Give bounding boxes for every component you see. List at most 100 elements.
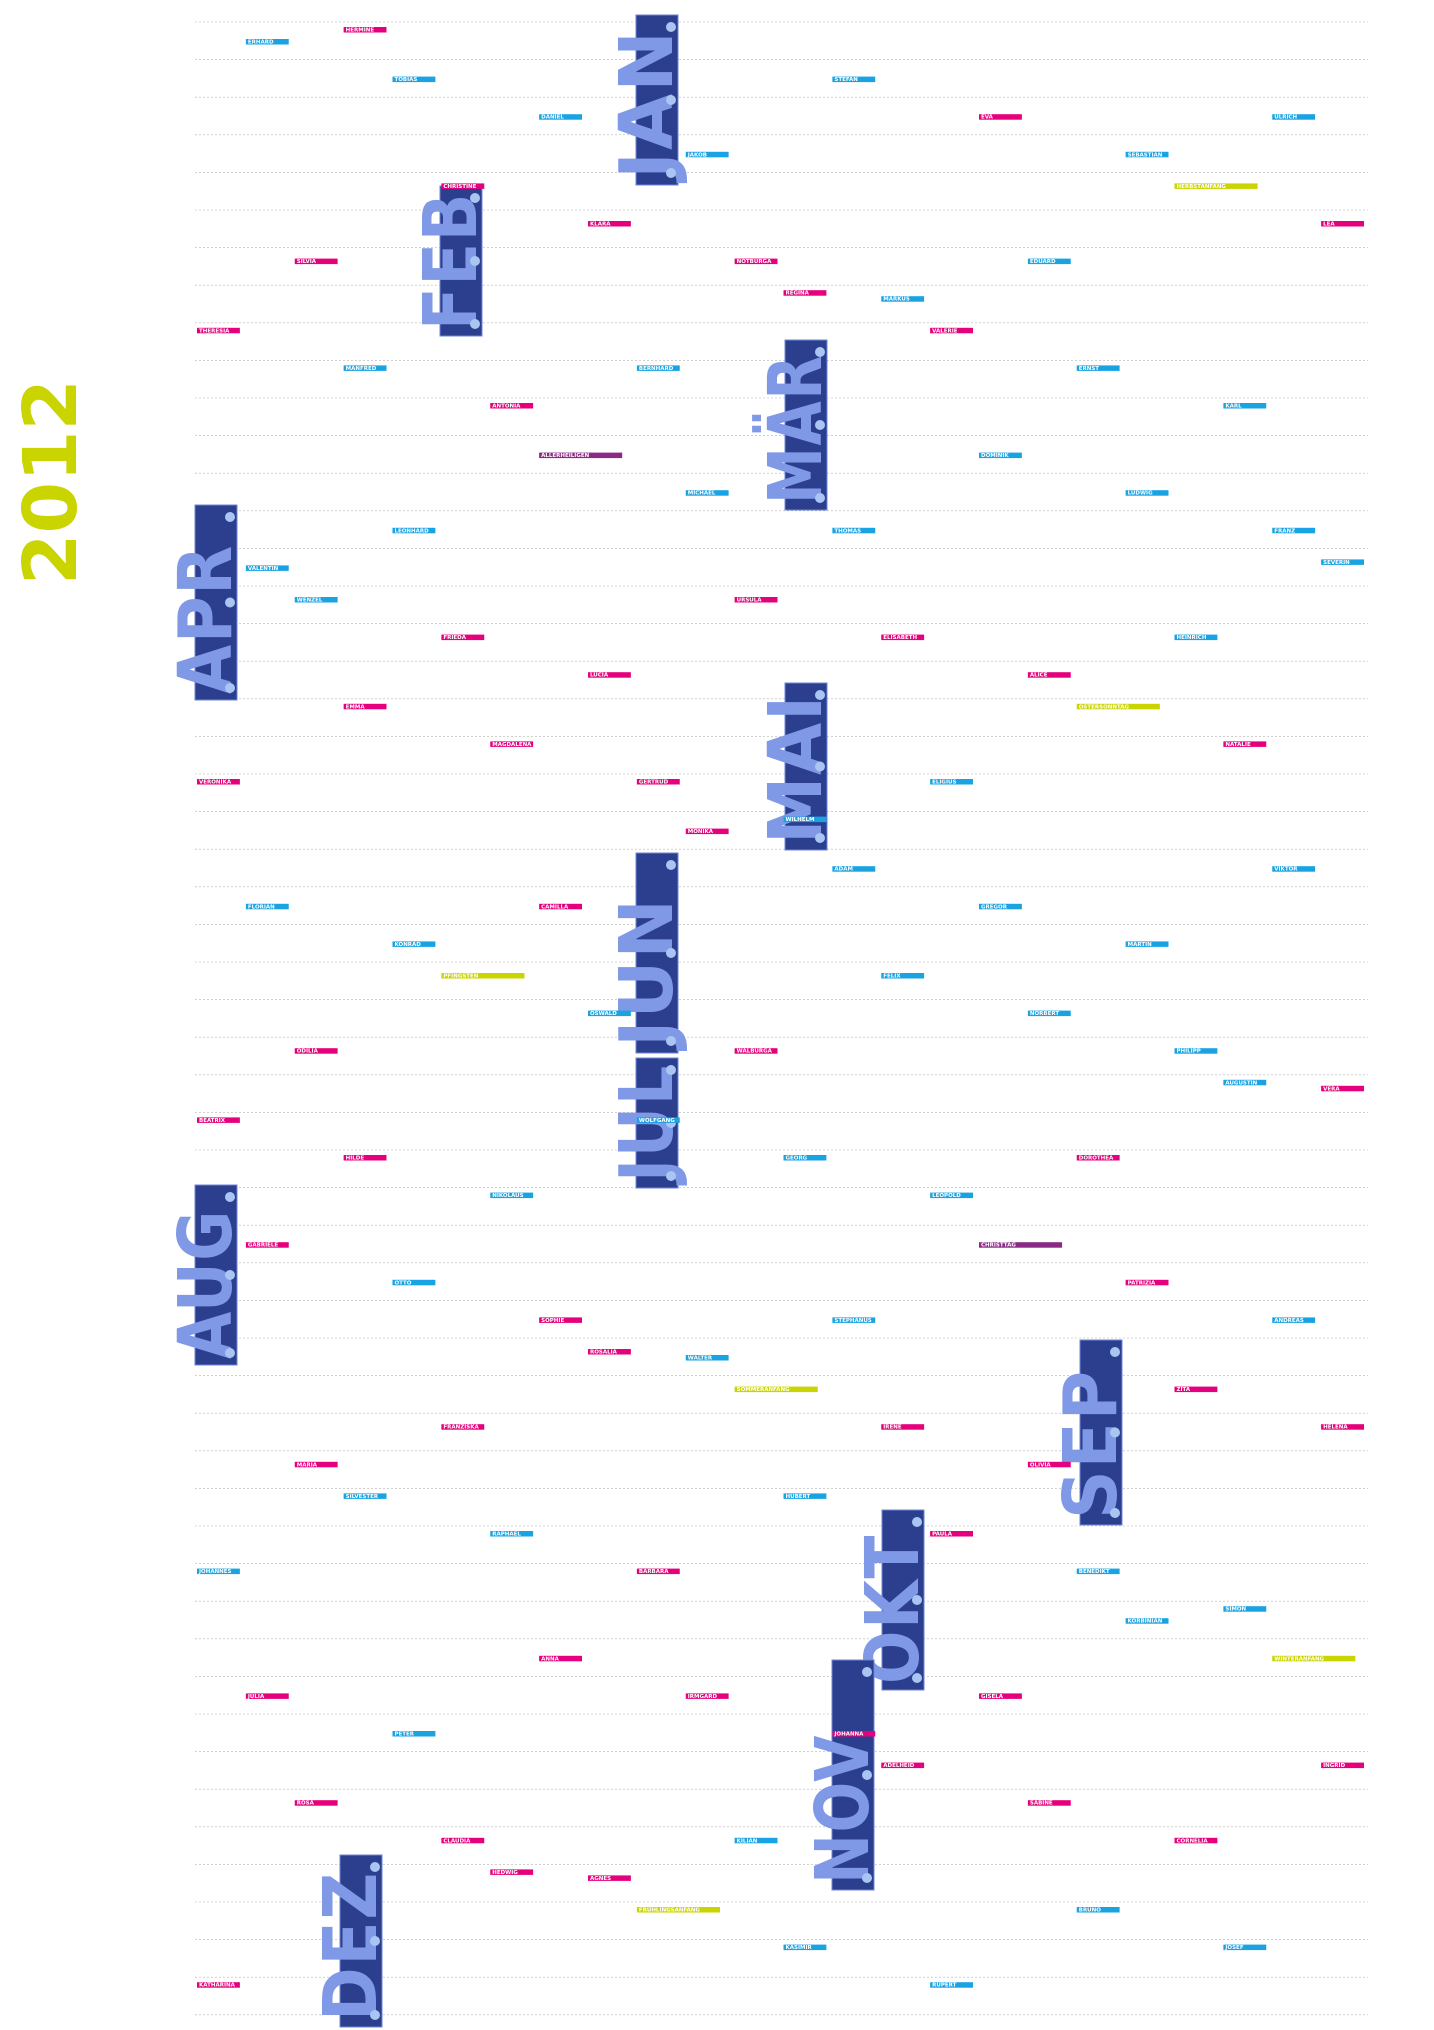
name-label: BENEDIKT [1079, 1569, 1110, 1575]
name-tag [685, 828, 729, 835]
moon-phase [370, 2010, 380, 2020]
name-label: ANDREAS [1274, 1318, 1304, 1324]
name-label: CHRISTINE [443, 184, 476, 190]
name-label: ERNST [1079, 366, 1100, 372]
month-label: OKT [850, 1534, 936, 1684]
name-label: KONRAD [395, 942, 422, 948]
name-tag [441, 1424, 485, 1430]
name-label: GERTRUD [639, 780, 669, 786]
name-label: SIMON [1225, 1607, 1246, 1613]
name-tag [1027, 672, 1071, 678]
name-tag [685, 151, 729, 158]
name-tag [1174, 1048, 1218, 1054]
moon-phase [1110, 1347, 1120, 1357]
name-tag [734, 1837, 778, 1844]
moon-phase [225, 597, 235, 608]
moon-phase [225, 512, 235, 522]
name-tag [1321, 221, 1364, 227]
name-tag [930, 779, 973, 785]
name-label: FRANZ [1274, 528, 1295, 534]
name-tag [881, 973, 925, 979]
name-label: AUGUSTIN [1225, 1080, 1257, 1086]
name-label: PATRIZIA [1128, 1280, 1156, 1286]
name-tag [588, 1875, 631, 1881]
name-tag [539, 452, 623, 459]
moon-phase [862, 1667, 872, 1677]
month-label: DEZ [308, 1871, 394, 2021]
moon-phase [1110, 1508, 1120, 1518]
name-tag [1027, 1010, 1071, 1017]
month-label: SEP [1048, 1369, 1134, 1519]
name-tag [539, 903, 582, 910]
name-label: NIKOLAUS [492, 1193, 523, 1199]
name-label: LUCIA [590, 673, 609, 679]
name-tag [1174, 183, 1258, 189]
name-label: JOHANNA [833, 1732, 864, 1738]
name-tag [539, 114, 582, 120]
name-tag [636, 1907, 720, 1913]
moon-phase [912, 1673, 922, 1683]
name-tag [1125, 151, 1169, 158]
name-label: WOLFGANG [639, 1118, 675, 1124]
name-tag [343, 703, 387, 710]
moon-phase [666, 1036, 676, 1046]
name-label: RUPERT [932, 1983, 956, 1989]
name-label: PAULA [932, 1532, 953, 1538]
name-tag [588, 1010, 631, 1017]
name-label: FLORIAN [248, 904, 275, 910]
name-tag [979, 1693, 1022, 1699]
name-tag [832, 866, 876, 872]
name-label: OSWALD [590, 1011, 617, 1017]
name-label: WILHELM [786, 817, 815, 823]
name-tag [294, 258, 338, 265]
name-label: THERESIA [199, 328, 230, 334]
name-tag [1174, 1837, 1218, 1844]
name-label: KASIMIR [786, 1945, 813, 1951]
name-label: JOHANNES [198, 1569, 232, 1575]
name-label: LEONHARD [395, 528, 430, 534]
name-label: SEBASTIAN [1128, 152, 1163, 158]
name-label: JAKOB [687, 152, 707, 158]
name-label: MARTIN [1128, 942, 1153, 948]
name-label: NATALIE [1225, 742, 1251, 748]
name-label: WENZEL [297, 598, 323, 604]
name-tag [490, 1531, 534, 1537]
name-label: CORNELIA [1177, 1838, 1209, 1844]
name-tag [392, 1731, 436, 1737]
name-label: FRIEDA [443, 635, 466, 641]
name-label: ADELHEID [883, 1763, 914, 1769]
name-tag [734, 258, 778, 265]
moon-phase [225, 1348, 235, 1358]
name-label: MONIKA [688, 829, 714, 835]
name-label: WALBURGA [737, 1049, 773, 1055]
name-label: CLAUDIA [443, 1838, 471, 1844]
name-label: ALLERHEILIGEN [541, 453, 589, 459]
name-label: OLIVIA [1030, 1462, 1052, 1468]
moon-phase [470, 193, 480, 203]
name-label: FRÜHLINGSANFANG [639, 1907, 701, 1914]
name-label: INGRID [1323, 1763, 1345, 1769]
name-tag [636, 365, 680, 371]
moon-phase [862, 1770, 872, 1780]
month-label: MÄR [751, 354, 839, 504]
name-tag [245, 565, 289, 571]
name-tag [832, 527, 876, 534]
month-block: FEB [408, 185, 494, 337]
name-tag [245, 1693, 289, 1699]
name-label: RAPHAEL [492, 1532, 521, 1538]
name-label: HILDE [346, 1156, 365, 1162]
name-label: ERHARD [248, 40, 274, 46]
name-tag [1272, 866, 1316, 872]
moon-phase [666, 168, 676, 178]
name-label: ADAM [834, 867, 853, 873]
name-tag [1125, 941, 1169, 947]
name-tag [783, 816, 827, 823]
name-tag [490, 1869, 534, 1875]
name-label: TOBIAS [395, 77, 418, 83]
name-tag [1027, 1461, 1071, 1468]
name-tag [197, 327, 240, 334]
year-title: 2012 [8, 379, 94, 585]
name-tag [734, 1386, 818, 1393]
